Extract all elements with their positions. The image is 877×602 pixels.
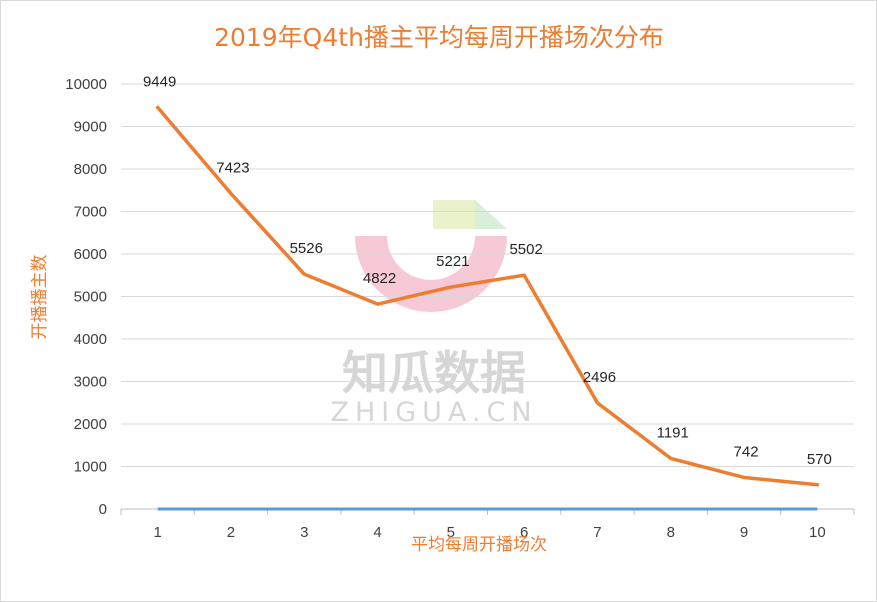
y-tick-label: 10000 (65, 76, 107, 93)
data-label: 570 (807, 451, 832, 468)
y-tick-label: 5000 (74, 289, 107, 306)
watermark-brand-en: ZHIGUA.CN (330, 397, 537, 428)
watermark-corner-shape (475, 200, 507, 229)
data-label: 5221 (436, 253, 469, 270)
data-label: 742 (734, 443, 759, 460)
y-tick-label: 2000 (74, 416, 107, 433)
x-tick-label: 7 (593, 524, 601, 541)
series-layer (155, 105, 820, 511)
y-tick-label: 3000 (74, 374, 107, 391)
y-tick-label: 0 (99, 501, 107, 518)
x-tick-label: 9 (740, 524, 748, 541)
data-label: 5502 (509, 241, 542, 258)
x-tick-label: 8 (667, 524, 675, 541)
x-tick-label: 6 (520, 524, 528, 541)
data-label: 9449 (143, 73, 176, 90)
data-label: 4822 (363, 270, 396, 287)
x-axis-title: 平均每周开播场次 (411, 535, 547, 555)
x-axis-ticks: 1 2 3 4 5 6 7 8 9 10 (120, 509, 855, 541)
x-tick-label: 2 (227, 524, 235, 541)
x-tick-label: 10 (809, 524, 826, 541)
series-main-line (155, 105, 820, 487)
y-axis-title: 开播播主数 (30, 255, 50, 340)
y-tick-label: 1000 (74, 459, 107, 476)
x-tick-label: 1 (153, 524, 161, 541)
x-tick-label: 4 (373, 524, 381, 541)
y-axis-ticks: 0 1000 2000 3000 4000 5000 6000 7000 8000 9000 100… (65, 76, 107, 518)
data-labels: 9449 7423 5526 4822 5221 5502 2496 1191 742 570 (143, 73, 832, 467)
watermark-leaf-shape (433, 200, 475, 229)
watermark-brand-cn: 知瓜数据 (342, 346, 526, 400)
x-tick-label: 5 (447, 524, 455, 541)
y-tick-label: 4000 (74, 331, 107, 348)
y-tick-label: 7000 (74, 204, 107, 221)
data-label: 1191 (657, 424, 689, 441)
data-label: 5526 (290, 240, 323, 257)
y-tick-label: 8000 (74, 161, 107, 178)
watermark-logo: 知瓜数据 ZHIGUA.CN (330, 200, 537, 428)
y-tick-label: 9000 (74, 119, 107, 136)
data-label: 7423 (216, 160, 249, 177)
x-tick-label: 3 (300, 524, 308, 541)
data-label: 2496 (583, 369, 616, 386)
watermark-arc-shape (355, 236, 507, 312)
chart-title: 2019年Q4th播主平均每周开播场次分布 (214, 23, 664, 52)
y-tick-label: 6000 (74, 246, 107, 263)
